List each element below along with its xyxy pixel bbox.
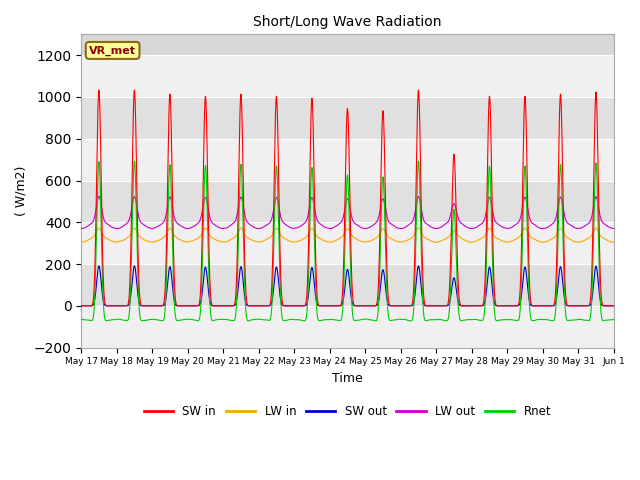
LW in [432,240,440,245]
LW out [610,226,618,231]
Bar [81,222,614,264]
SW in [437,303,445,309]
Text: VR_met: VR_met [89,45,136,56]
Y-axis label: ( W/m2): ( W/m2) [15,166,28,216]
X-axis label: Time: Time [332,372,363,385]
Rnet [497,317,505,323]
SW in [173,302,180,308]
Legend: SW in, LW in, SW out, LW out, Rnet: SW in, LW in, SW out, LW out, Rnet [139,400,556,423]
Line: SW in: SW in [81,90,614,306]
LW in [328,239,335,245]
Bar [81,180,614,222]
LW in [437,238,445,244]
Rnet [372,318,380,324]
LW in [609,239,617,245]
Bar [81,264,614,306]
LW in [610,239,618,245]
LW out [609,226,617,231]
LW in [173,235,180,240]
Line: Rnet: Rnet [81,161,614,321]
SW out [437,303,445,309]
SW out [467,303,474,309]
Rnet [437,317,445,323]
Rnet [609,317,617,323]
SW in [95,87,103,93]
Rnet [610,317,618,323]
Bar [81,97,614,139]
LW out [148,226,156,231]
Bar [81,139,614,180]
SW in [77,303,85,309]
SW out [77,303,85,309]
SW out [95,263,103,269]
LW out [437,224,445,230]
SW in [467,303,474,309]
LW out [173,220,181,226]
Bar [81,55,614,97]
LW out [328,226,335,231]
SW in [497,303,505,309]
Bar [81,306,614,348]
SW out [173,303,180,309]
LW out [497,223,505,229]
Rnet [328,316,335,322]
Line: SW out: SW out [81,266,614,306]
SW in [328,303,335,309]
LW out [467,226,475,231]
Line: LW out: LW out [81,196,614,228]
LW in [415,225,422,231]
Title: Short/Long Wave Radiation: Short/Long Wave Radiation [253,15,442,29]
SW in [609,303,617,309]
Rnet [173,318,180,324]
Rnet [77,316,85,322]
Rnet [415,158,422,164]
SW out [328,303,335,309]
LW out [95,193,103,199]
Rnet [467,317,475,323]
LW in [467,240,475,245]
LW out [77,226,85,231]
Line: LW in: LW in [81,228,614,242]
SW out [610,303,618,309]
LW in [497,238,505,243]
SW in [610,303,618,309]
SW out [497,303,505,309]
SW out [609,303,617,309]
LW in [77,239,85,245]
